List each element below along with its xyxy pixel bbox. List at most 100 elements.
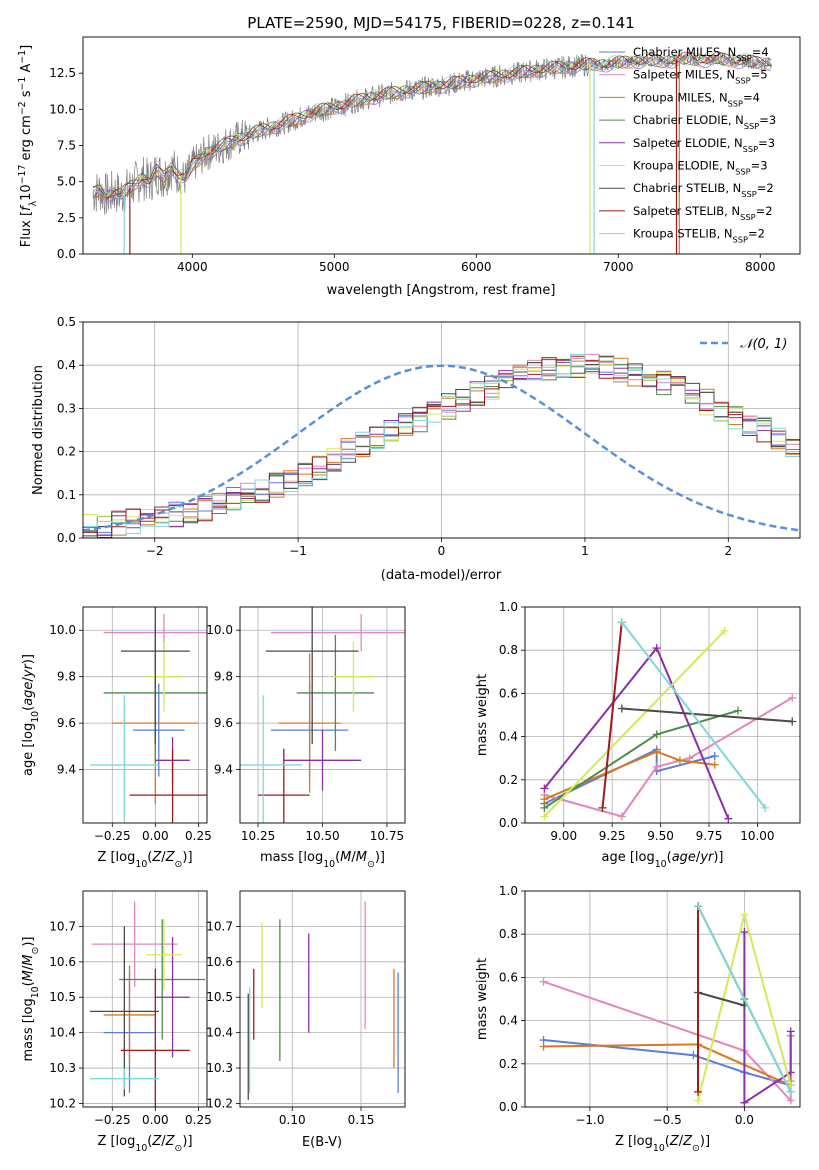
x-tick-label: −0.5 — [653, 1113, 682, 1127]
model-line-salpeter-elodie — [92, 54, 772, 200]
y-tick-label: 0.8 — [499, 927, 518, 941]
legend-label: Salpeter ELODIE, NSSP=3 — [633, 136, 775, 154]
series-marker — [652, 762, 661, 771]
x-axis-label: Z [log10(Z/Z⊙)] — [97, 1134, 192, 1154]
y-tick-label: 7.5 — [57, 139, 76, 153]
x-tick-label: 0.10 — [279, 1113, 306, 1127]
model-line-kroupa-elodie — [92, 53, 772, 199]
x-tick-label: 10.50 — [305, 829, 339, 843]
plot-area — [240, 607, 405, 823]
x-tick-label: 10.25 — [241, 829, 275, 843]
series-marker — [652, 644, 661, 653]
histogram-kroupa-miles — [83, 356, 800, 538]
histogram-salpeter-elodie — [83, 359, 800, 536]
series-line-chabrier-miles — [543, 1039, 791, 1087]
series-line-salpeter-elodie — [543, 646, 730, 820]
series-marker — [675, 756, 684, 765]
series-line-chabrier-stelib — [697, 991, 745, 1007]
y-tick-label: 10.7 — [49, 919, 76, 933]
y-tick-label: 10.2 — [206, 1096, 233, 1110]
plot-area — [92, 50, 772, 254]
panel-weight_vs_age: 9.00 9.25 9.50 9.75 10.00 0.0 0.2 0.4 0.6 0.8 1.0 a… — [475, 600, 801, 870]
legend: Chabrier MILES, NSSP=4 Salpeter MILES, NS… — [599, 45, 776, 245]
series-marker — [788, 717, 797, 726]
series-marker — [617, 704, 626, 713]
x-tick-label: −1 — [289, 544, 307, 558]
x-tick-label: 9.75 — [696, 829, 723, 843]
y-tick-label: 0.6 — [499, 970, 518, 984]
x-tick-label: 10.75 — [370, 829, 404, 843]
x-tick-label: −2 — [146, 544, 164, 558]
axes-frame — [239, 606, 406, 824]
series-marker — [786, 1087, 795, 1096]
series-marker — [689, 1051, 698, 1060]
series-marker — [652, 730, 661, 739]
y-tick-label: 10.3 — [49, 1061, 76, 1075]
x-tick-label: 0.25 — [185, 1113, 212, 1127]
series-marker — [540, 803, 549, 812]
y-tick-label: 0.0 — [57, 247, 76, 261]
panel-residuals: −2 −1 0 1 2 0.0 0.1 0.2 0.3 0.4 0.5 𝒩(0, 1) (data-mo… — [31, 315, 801, 583]
series-line-chabrier-miles — [543, 748, 716, 805]
x-axis-label: Z [log10(Z/Z⊙)] — [97, 850, 192, 870]
plot-area — [89, 901, 206, 1107]
y-tick-label: 9.4 — [57, 763, 76, 777]
panel-spectrum: 4000 5000 6000 7000 8000 0.0 2.5 5.0 7.5 10.0 12.5… — [17, 36, 801, 298]
axes-frame — [82, 890, 208, 1108]
y-axis-label: age [log10(age/yr)] — [21, 654, 41, 776]
series-line-kroupa-elodie — [543, 630, 726, 818]
y-tick-label: 2.5 — [57, 211, 76, 225]
series-marker — [740, 1098, 749, 1107]
legend-label: Chabrier MILES, NSSP=4 — [633, 45, 769, 63]
x-tick-label: 1 — [581, 544, 589, 558]
histogram-salpeter-miles — [83, 353, 800, 538]
plot-area — [247, 901, 399, 1100]
x-tick-label: 4000 — [177, 260, 208, 274]
y-tick-label: 0.5 — [57, 315, 76, 329]
model-line-chabrier-elodie — [92, 55, 772, 199]
legend-label: Kroupa ELODIE, NSSP=3 — [633, 159, 768, 177]
panel-age_vs_Z: −0.25 0.00 0.25 9.4 9.6 9.8 10.0 Z [log10(Z/Z⊙)… — [21, 606, 212, 870]
panels: 4000 5000 6000 7000 80000.02.55.07.510.012.5… — [17, 36, 801, 1154]
series-marker — [539, 1042, 548, 1051]
series-marker — [720, 626, 729, 635]
y-axis-label: mass [log10(M/M⊙)] — [21, 937, 41, 1062]
series-marker — [540, 784, 549, 793]
x-tick-label: 9.00 — [550, 829, 577, 843]
y-tick-label: 10.5 — [206, 990, 233, 1004]
series-line-salpeter-stelib — [601, 621, 623, 809]
series-line-kroupa-stelib — [621, 621, 766, 809]
legend-label: Kroupa STELIB, NSSP=2 — [633, 227, 765, 245]
y-tick-label: 0.8 — [499, 643, 518, 657]
y-tick-label: 0.4 — [499, 730, 518, 744]
series-marker — [724, 814, 733, 823]
y-tick-label: 1.0 — [499, 600, 518, 614]
x-axis-label: Z [log10(Z/Z⊙)] — [615, 1134, 710, 1154]
x-tick-label: 0.0 — [735, 1113, 754, 1127]
series-marker — [694, 902, 703, 911]
series-marker — [598, 803, 607, 812]
legend-label: Salpeter MILES, NSSP=5 — [633, 68, 768, 86]
series-marker — [786, 1096, 795, 1105]
x-tick-label: −0.25 — [94, 829, 131, 843]
x-tick-label: 0.15 — [348, 1113, 375, 1127]
x-tick-label: 2 — [724, 544, 732, 558]
series-marker — [539, 977, 548, 986]
x-axis-label: (data-model)/error — [381, 568, 502, 583]
series-line-kroupa-miles — [544, 750, 715, 801]
y-axis-label: Flux [fλ10−17 erg cm−2 s−1 A−1] — [17, 45, 39, 247]
y-tick-label: 9.6 — [57, 716, 76, 730]
series-line-kroupa-stelib — [697, 905, 792, 1093]
x-tick-label: 7000 — [603, 260, 634, 274]
panel-mass_vs_Z: −0.25 0.00 0.25 10.2 10.3 10.4 10.5 10.6 10.7 Z [… — [21, 890, 212, 1154]
legend-label: 𝒩(0, 1) — [740, 337, 787, 352]
series-marker — [617, 618, 626, 627]
y-tick-label: 10.0 — [49, 102, 76, 116]
y-tick-label: 9.8 — [57, 670, 76, 684]
y-tick-label: 10.4 — [206, 1026, 233, 1040]
x-tick-label: 9.50 — [647, 829, 674, 843]
y-tick-label: 10.5 — [49, 990, 76, 1004]
y-tick-label: 9.8 — [214, 670, 233, 684]
x-tick-label: 8000 — [745, 260, 776, 274]
